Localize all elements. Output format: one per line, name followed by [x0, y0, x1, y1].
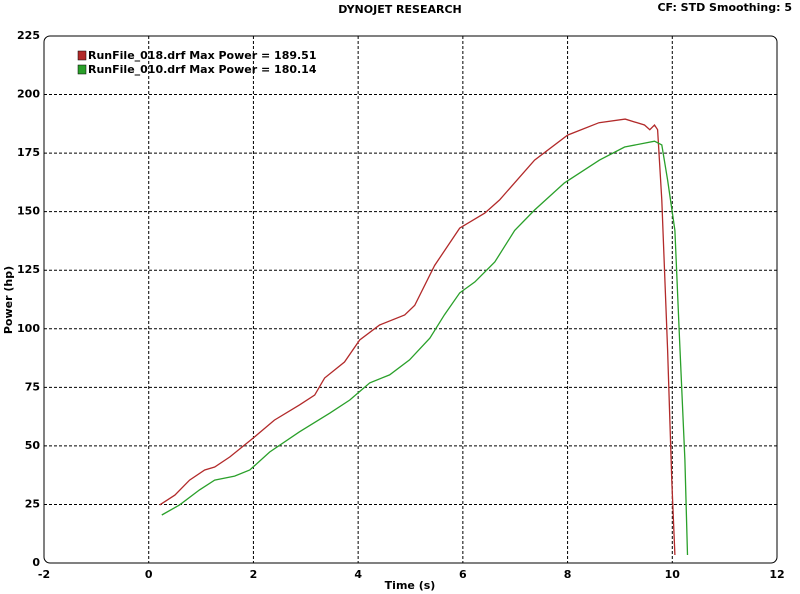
x-axis-label: Time (s): [385, 579, 436, 592]
annotation: CF: STD Smoothing: 5: [657, 1, 792, 14]
x-tick-label: 2: [250, 568, 258, 581]
x-tick-label: -2: [38, 568, 50, 581]
chart-title: DYNOJET RESEARCH: [338, 3, 461, 16]
y-tick-label: 150: [17, 205, 40, 218]
y-tick-label: 75: [25, 380, 40, 393]
legend-swatch: [77, 50, 87, 61]
x-tick-label: 10: [665, 568, 681, 581]
x-tick-label: 4: [354, 568, 362, 581]
x-tick-label: 8: [564, 568, 572, 581]
power-line: [161, 140, 689, 556]
power-line: [159, 118, 676, 556]
y-tick-label: 200: [17, 88, 40, 101]
x-tick-label: 0: [145, 568, 153, 581]
y-axis-label: Power (hp): [2, 266, 15, 334]
y-tick-label: 100: [17, 322, 40, 335]
plot-frame: [43, 35, 778, 564]
y-tick-label: 50: [25, 439, 41, 452]
y-tick-label: 25: [25, 497, 40, 510]
legend-label: RunFile_018.drf Max Power = 189.51: [88, 49, 317, 62]
y-tick-label: 125: [17, 263, 40, 276]
legend-swatch: [77, 64, 87, 75]
y-tick-label: 175: [17, 146, 40, 159]
x-tick-label: 12: [769, 568, 784, 581]
y-tick-label: 0: [32, 556, 40, 569]
y-tick-label: 225: [17, 29, 40, 42]
legend-label: RunFile_010.drf Max Power = 180.14: [88, 63, 317, 76]
x-tick-label: 6: [459, 568, 467, 581]
